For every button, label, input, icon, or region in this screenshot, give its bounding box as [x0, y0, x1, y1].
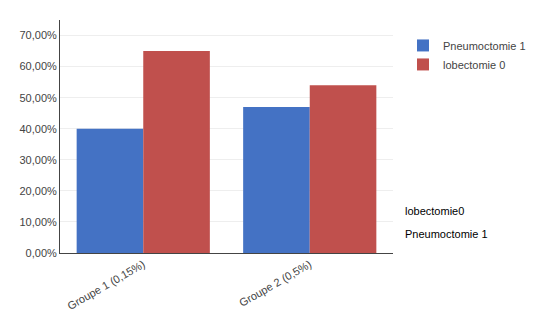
svg-text:Pneumoctomie 1: Pneumoctomie 1: [443, 40, 526, 52]
svg-text:lobectomie 0: lobectomie 0: [443, 59, 505, 71]
svg-text:30,00%: 30,00%: [19, 154, 57, 166]
svg-text:60,00%: 60,00%: [19, 60, 57, 72]
svg-text:10,00%: 10,00%: [19, 216, 57, 228]
svg-text:70,00%: 70,00%: [19, 29, 57, 41]
svg-text:Groupe 1 (0,15%): Groupe 1 (0,15%): [65, 258, 147, 312]
svg-text:40,00%: 40,00%: [19, 123, 57, 135]
svg-text:50,00%: 50,00%: [19, 92, 57, 104]
svg-text:Pneumoctomie 1: Pneumoctomie 1: [405, 228, 488, 240]
svg-text:Groupe 2 (0,5%): Groupe 2 (0,5%): [237, 258, 313, 309]
svg-text:0,00%: 0,00%: [26, 247, 57, 259]
svg-text:lobectomie0: lobectomie0: [405, 205, 464, 217]
svg-text:20,00%: 20,00%: [19, 185, 57, 197]
